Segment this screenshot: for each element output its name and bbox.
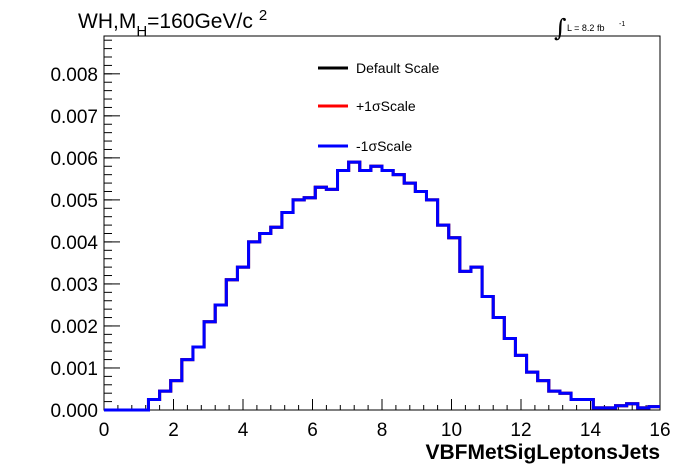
title-subscript: H — [136, 23, 147, 40]
y-tick-label: 0.002 — [50, 317, 98, 338]
series-line-1 — [104, 160, 660, 412]
plot-frame — [103, 35, 661, 411]
luminosity-label: ∫ L = 8.2 fb -1 — [554, 14, 625, 42]
x-tick-label: 6 — [307, 420, 318, 441]
chart-title: WH,MH=160GeV/c 2 — [78, 7, 267, 40]
x-tick-label: 14 — [580, 420, 602, 441]
title-rest: =160GeV/c — [147, 10, 253, 33]
y-tick-label: 0.001 — [50, 359, 98, 380]
series-line-0 — [104, 160, 660, 412]
legend: Default Scale +1σScale -1σScale — [318, 60, 439, 154]
legend-label-0: Default Scale — [356, 60, 439, 76]
x-tick-label: 12 — [510, 420, 531, 441]
x-tick-label: 16 — [649, 420, 670, 441]
x-tick-label: 2 — [168, 420, 179, 441]
series-group — [104, 160, 660, 412]
title-main: WH,M — [78, 10, 136, 33]
x-axis: 0 2 4 6 8 10 12 14 16 — [99, 399, 671, 441]
x-tick-label: 8 — [377, 420, 388, 441]
series-line-2 — [104, 160, 660, 412]
y-tick-label: 0.004 — [50, 233, 98, 254]
y-tick-label: 0.000 — [50, 401, 98, 422]
lumi-text: L = 8.2 fb — [567, 23, 604, 33]
legend-label-1: +1σScale — [356, 98, 416, 114]
x-tick-label: 0 — [99, 420, 110, 441]
y-tick-label: 0.007 — [50, 107, 98, 128]
y-tick-label: 0.008 — [50, 65, 98, 86]
x-tick-label: 4 — [238, 420, 249, 441]
lumi-superscript: -1 — [619, 21, 625, 28]
y-tick-label: 0.005 — [50, 191, 98, 212]
title-superscript: 2 — [259, 7, 267, 24]
y-tick-label: 0.003 — [50, 275, 98, 296]
legend-label-2: -1σScale — [356, 138, 412, 154]
y-tick-label: 0.006 — [50, 149, 98, 170]
integral-symbol: ∫ — [554, 14, 567, 42]
x-axis-title: VBFMetSigLeptonsJets — [425, 441, 660, 464]
x-tick-label: 10 — [441, 420, 462, 441]
y-axis: 0.000 0.001 0.002 0.003 0.004 0.005 0.006 0.007… — [50, 39, 120, 422]
